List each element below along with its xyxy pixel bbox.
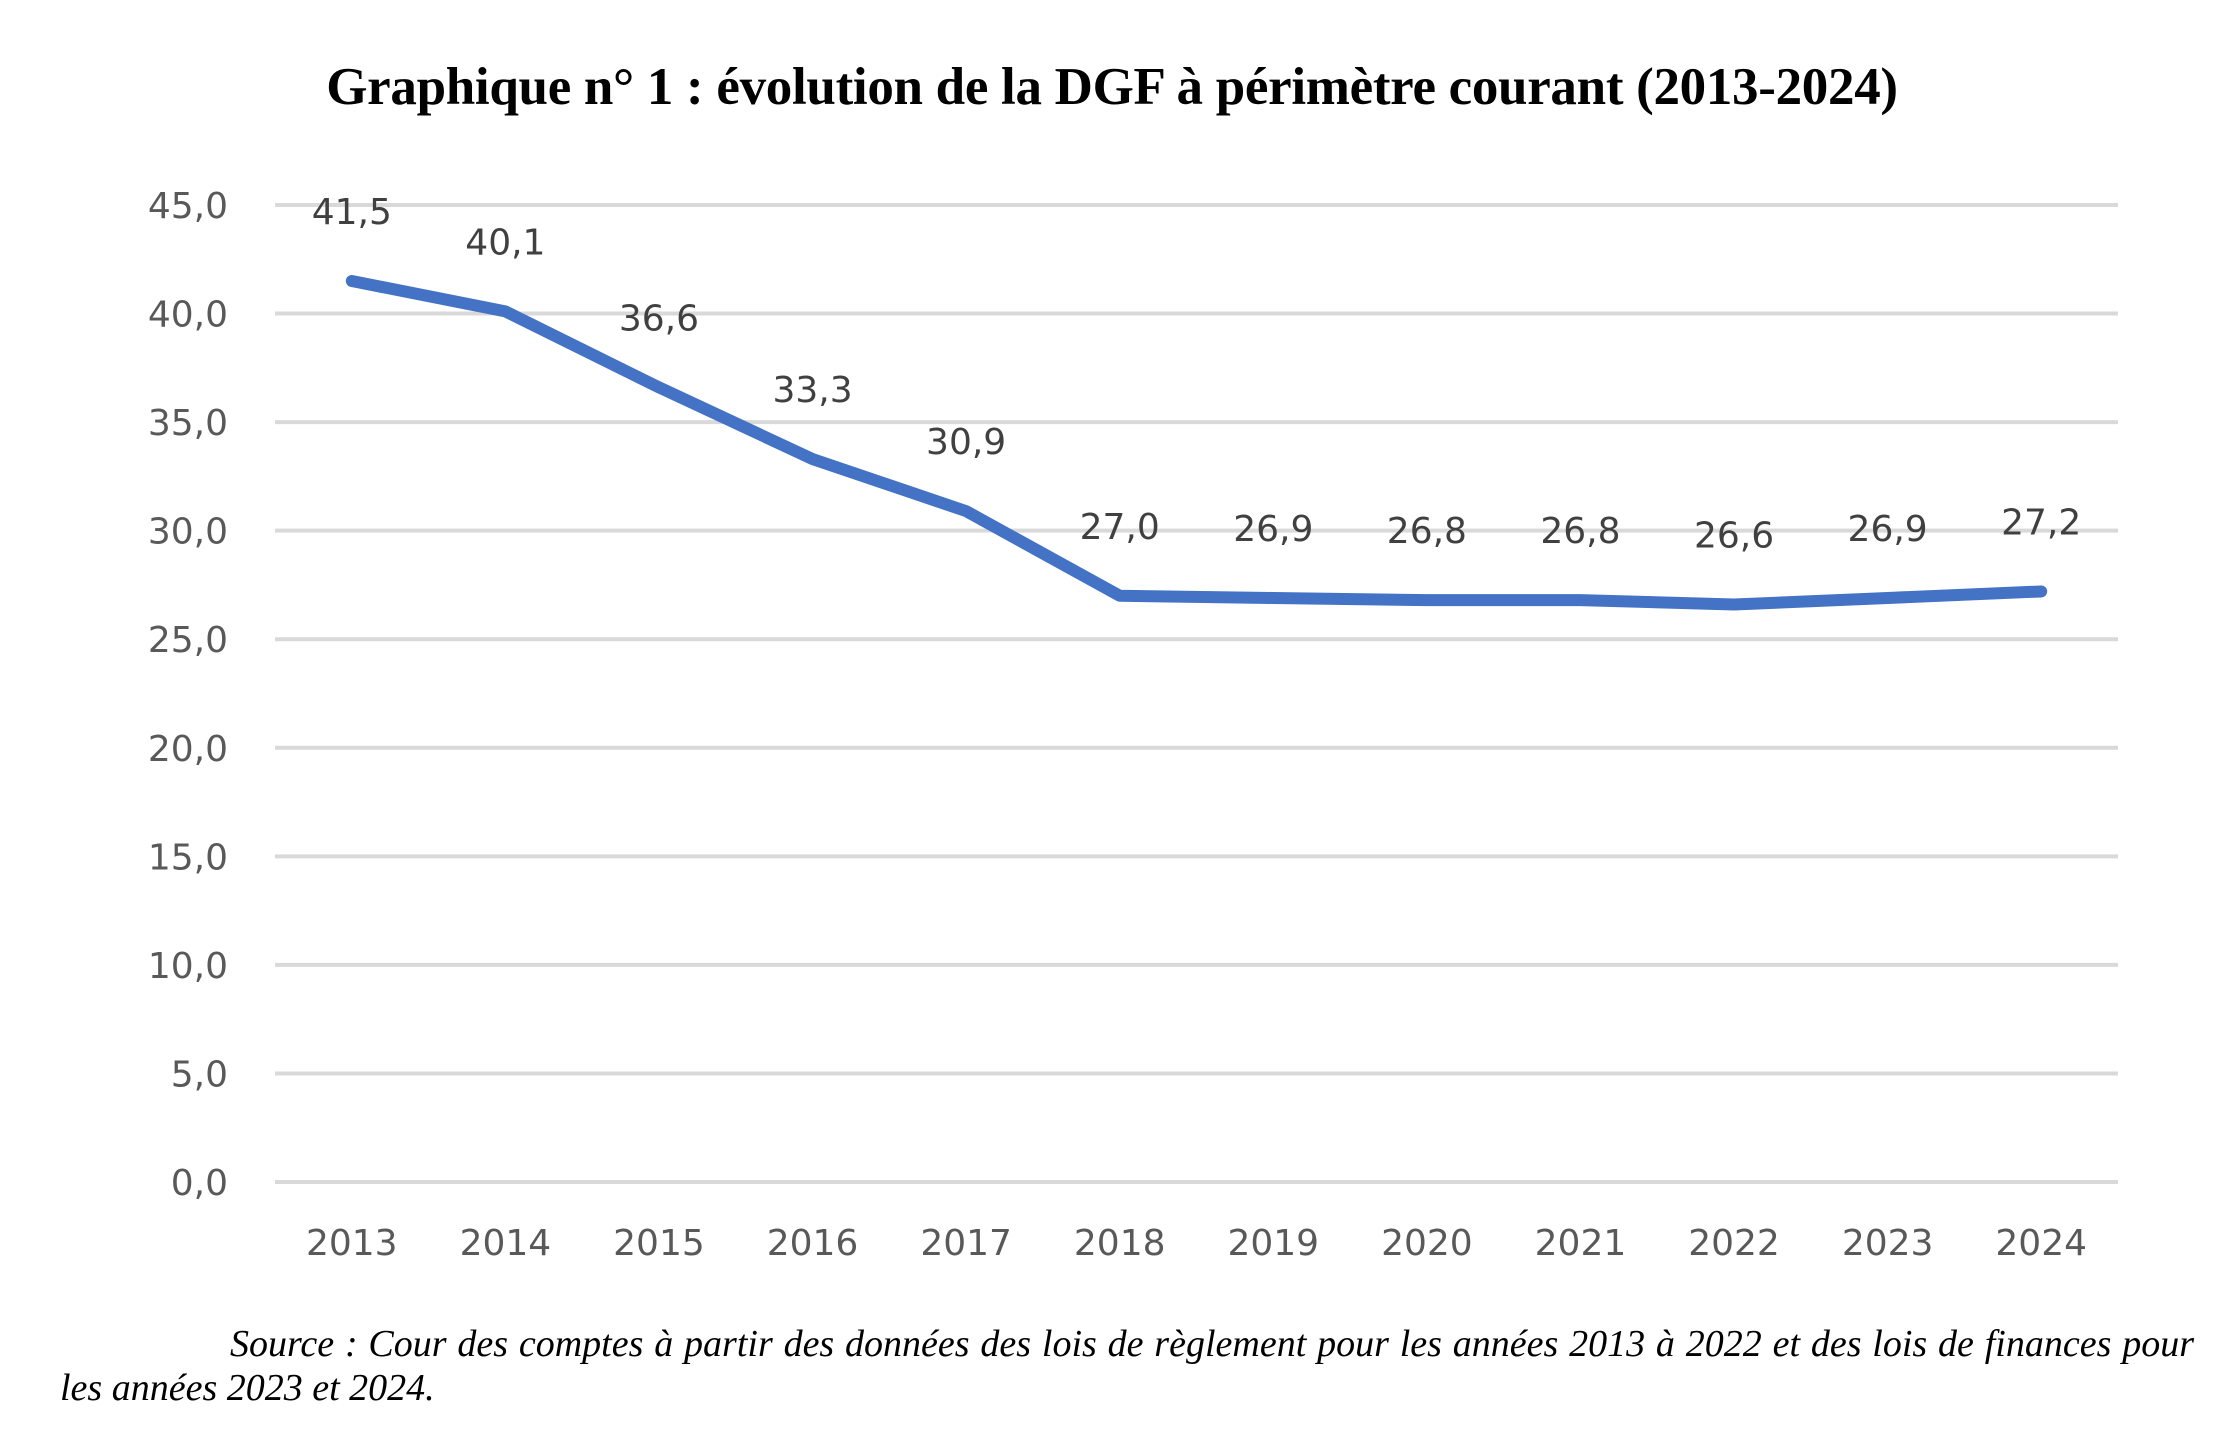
x-tick-label: 2017 <box>920 1223 1012 1264</box>
data-label: 26,6 <box>1694 515 1774 556</box>
x-tick-label: 2013 <box>306 1223 398 1264</box>
data-label: 27,0 <box>1080 507 1160 548</box>
x-tick-label: 2024 <box>1995 1223 2087 1264</box>
series-group <box>345 274 2048 611</box>
y-tick-label: 45,0 <box>148 186 228 227</box>
y-tick-label: 35,0 <box>148 403 228 444</box>
data-label: 26,8 <box>1540 511 1620 552</box>
series-line <box>345 274 2048 611</box>
data-label: 33,3 <box>772 370 852 411</box>
y-tick-label: 10,0 <box>148 946 228 987</box>
y-tick-label: 0,0 <box>171 1163 228 1204</box>
y-axis-tick-labels: 0,0 5,0 10,0 15,0 20,0 25,0 30,0 35,0 40,0 45,0 <box>148 186 228 1204</box>
gridlines <box>275 203 2118 1184</box>
x-tick-label: 2014 <box>460 1223 552 1264</box>
data-label: 26,8 <box>1387 511 1467 552</box>
data-label: 26,9 <box>1233 509 1313 550</box>
y-tick-label: 5,0 <box>171 1054 228 1095</box>
data-label: 26,9 <box>1848 509 1928 550</box>
y-tick-label: 15,0 <box>148 837 228 878</box>
y-tick-label: 30,0 <box>148 512 228 553</box>
chart-title: Graphique n° 1 : évolution de la DGF à p… <box>326 58 1898 116</box>
y-tick-label: 25,0 <box>148 620 228 661</box>
x-tick-label: 2015 <box>613 1223 705 1264</box>
x-tick-label: 2023 <box>1842 1223 1934 1264</box>
x-tick-label: 2019 <box>1227 1223 1319 1264</box>
data-labels: 41,5 40,1 36,6 33,3 30,9 27,0 26,9 26,8 26,8 26,6… <box>312 192 2082 556</box>
y-tick-label: 40,0 <box>148 295 228 336</box>
data-label: 36,6 <box>619 298 699 339</box>
data-label: 27,2 <box>2001 502 2081 543</box>
x-axis-tick-labels: 2013 2014 2015 2016 2017 2018 2019 2020 2021 2022… <box>306 1223 2087 1264</box>
x-tick-label: 2018 <box>1074 1223 1166 1264</box>
y-tick-label: 20,0 <box>148 729 228 770</box>
x-tick-label: 2021 <box>1535 1223 1627 1264</box>
x-tick-label: 2016 <box>767 1223 859 1264</box>
data-label: 40,1 <box>465 222 545 263</box>
source-note: Source : Cour des comptes à partir des d… <box>60 1323 2194 1409</box>
x-tick-label: 2020 <box>1381 1223 1473 1264</box>
x-tick-label: 2022 <box>1688 1223 1780 1264</box>
data-label: 30,9 <box>926 422 1006 463</box>
data-label: 41,5 <box>312 192 392 233</box>
